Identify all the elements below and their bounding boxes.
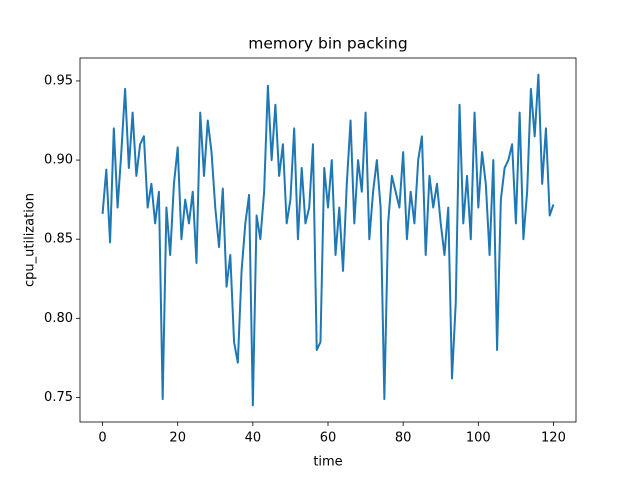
chart-title: memory bin packing [248,35,407,53]
data-line [101,73,555,407]
plot-frame [79,57,577,423]
x-axis-label: time [313,455,342,470]
x-tick-label: 60 [320,431,337,446]
x-tick-label: 40 [245,431,262,446]
x-tick-label: 120 [541,431,566,446]
y-tick-label: 0.90 [44,153,73,168]
y-tick-label: 0.85 [44,232,73,247]
x-tick-label: 20 [169,431,186,446]
y-axis-label: cpu_utilization [23,193,38,287]
y-tick-label: 0.75 [44,390,73,405]
x-tick-label: 0 [98,431,106,446]
x-tick-label: 100 [466,431,491,446]
x-tick-label: 80 [395,431,412,446]
y-tick-label: 0.80 [44,311,73,326]
y-tick-label: 0.95 [44,73,73,88]
